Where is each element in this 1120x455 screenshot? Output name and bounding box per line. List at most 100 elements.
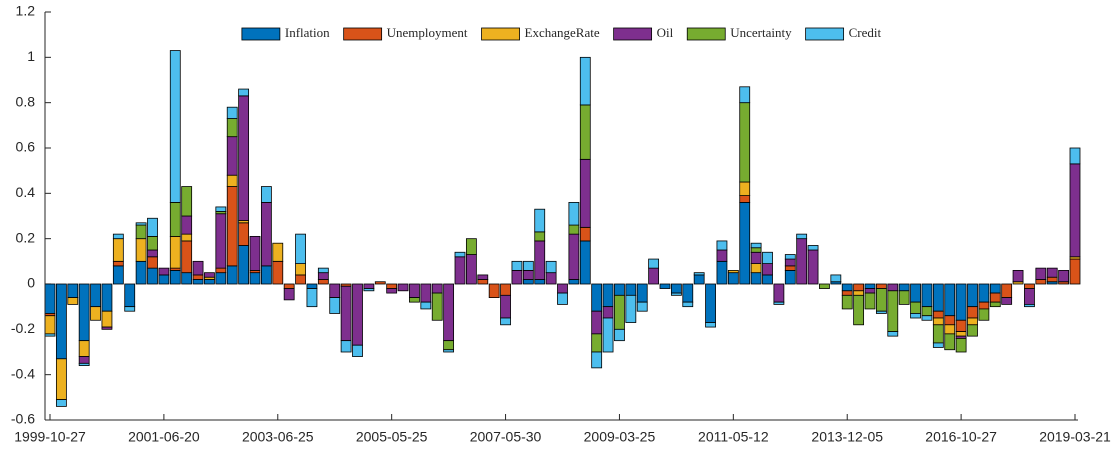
bar-segment — [762, 263, 773, 276]
bar-segment — [796, 238, 808, 285]
bar-segment — [932, 324, 944, 344]
bar-segment — [614, 294, 625, 330]
bar-segment — [215, 272, 227, 285]
bar-segment — [887, 331, 899, 337]
y-tick-label: 0 — [27, 275, 35, 291]
bar-segment — [705, 283, 716, 323]
bar-segment — [784, 265, 796, 271]
bar-segment — [967, 306, 978, 319]
bar-segment — [90, 306, 101, 321]
bar-segment — [44, 283, 56, 314]
bar-segment — [864, 292, 876, 310]
bar-segment — [602, 306, 614, 319]
bar-segment — [932, 310, 944, 319]
bar-segment — [944, 315, 956, 326]
bar-segment — [864, 283, 876, 289]
legend: Inflation Unemployment ExchangeRate Oil Unce… — [241, 25, 882, 41]
bar-segment — [260, 201, 272, 267]
y-tick-label: 1 — [27, 48, 35, 64]
bar-segment — [534, 240, 546, 280]
legend-label: Inflation — [285, 25, 330, 40]
bar-segment — [295, 274, 306, 285]
bar-segment — [90, 283, 101, 308]
bar-segment — [944, 324, 956, 335]
y-tick-label: 0.2 — [16, 229, 36, 245]
bar-segment — [739, 181, 751, 197]
bar-segment — [750, 263, 762, 274]
bar-segment — [340, 340, 352, 353]
bar-segment — [932, 317, 944, 326]
bar-segment — [1069, 163, 1081, 258]
bar-segment — [853, 283, 865, 292]
legend-label: Unemployment — [387, 25, 468, 40]
bar-segment — [317, 279, 329, 285]
bar-segment — [875, 283, 887, 289]
bar-segment — [614, 283, 625, 296]
bar-segment — [147, 249, 158, 258]
bar-segment — [739, 86, 751, 104]
bar-segment — [978, 308, 990, 321]
x-tick-label: 1999-10-27 — [14, 429, 86, 445]
legend-swatch — [241, 27, 281, 41]
bar-segment — [784, 254, 796, 260]
bar-segment — [135, 222, 147, 226]
bar-segment — [397, 283, 409, 292]
bar-segment — [534, 279, 546, 285]
bar-segment — [215, 206, 227, 212]
bar-segment — [488, 283, 500, 298]
bar-segment — [955, 319, 967, 332]
bar-segment — [454, 256, 466, 285]
bar-segment — [591, 333, 603, 353]
bar-segment — [1001, 283, 1013, 298]
legend-label: Credit — [849, 25, 882, 40]
bar-segment — [465, 238, 477, 255]
bar-segment — [443, 283, 455, 342]
bar-segment — [67, 297, 79, 305]
bar-segment — [44, 315, 56, 335]
bar-segment — [374, 281, 386, 285]
bar-segment — [260, 265, 272, 285]
bar-segment — [967, 324, 978, 337]
x-tick-label: 2011-05-12 — [698, 429, 769, 445]
bar-segment — [226, 186, 238, 267]
bar-segment — [226, 136, 238, 176]
bar-segment — [921, 306, 933, 317]
bar-segment — [579, 104, 591, 160]
y-tick-label: 0.8 — [16, 93, 36, 109]
bar-segment — [272, 242, 284, 262]
bar-segment — [875, 288, 887, 312]
bar-segment — [317, 272, 329, 280]
bar-segment — [830, 274, 842, 283]
bar-segment — [386, 283, 398, 289]
bar-segment — [420, 283, 432, 303]
bar-segment — [534, 231, 546, 242]
bar-segment — [158, 267, 170, 276]
x-tick-label: 2005-05-25 — [356, 429, 428, 445]
bar-segment — [443, 340, 455, 351]
bar-segment — [112, 238, 124, 262]
bar-segment — [784, 269, 796, 285]
bar-segment — [773, 301, 785, 305]
bar-segment — [1046, 276, 1058, 283]
bar-segment — [477, 274, 489, 280]
bar-segment — [500, 283, 511, 296]
bar-segment — [169, 201, 181, 237]
bar-segment — [591, 283, 603, 312]
bar-segment — [522, 279, 534, 285]
bar-segment — [147, 217, 158, 237]
bar-segment — [989, 301, 1001, 308]
bar-segment — [967, 283, 978, 308]
bar-segment — [135, 224, 147, 240]
bar-segment — [557, 292, 568, 305]
bar-segment — [579, 240, 591, 285]
bar-segment — [386, 288, 398, 294]
bar-segment — [967, 317, 978, 326]
bar-segment — [500, 294, 511, 319]
bar-segment — [750, 247, 762, 253]
bar-segment — [762, 274, 773, 285]
bar-segment — [955, 337, 967, 353]
bar-segment — [215, 267, 227, 274]
legend-swatch — [686, 27, 726, 41]
bar-segment — [55, 358, 67, 400]
bar-segment — [101, 283, 113, 312]
